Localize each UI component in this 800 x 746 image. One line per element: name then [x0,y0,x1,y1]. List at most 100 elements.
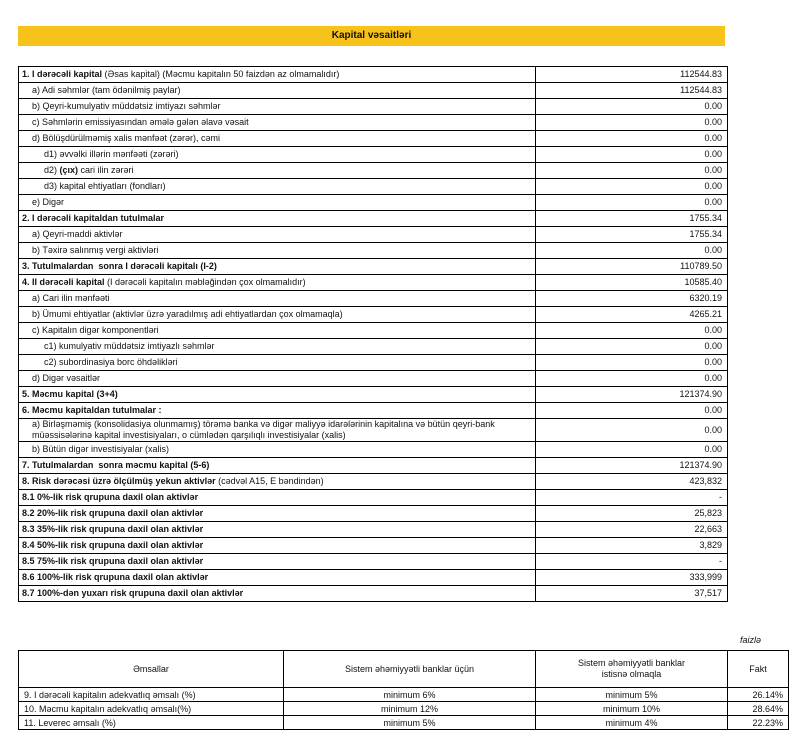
row-value: 333,999 [535,569,728,586]
table-row: 9. I dərəcəli kapitalın adekvatlıq əmsal… [18,687,789,702]
ratio-name: 10. Məcmu kapitalın adekvatlıq əmsalı(%) [18,701,284,716]
row-value: 112544.83 [535,82,728,99]
table-row: d2) (çıx) cari ilin zərəri 0.00 [18,162,728,179]
label-part: 2. I dərəcəli kapitaldan tutulmalar [22,213,165,223]
label-part: c) Səhmlərin emissiyasından əmələ gələn … [32,117,249,127]
label-part: c1) kumulyativ müddətsiz imtiyazlı səhml… [44,341,215,351]
ratio-requirement: minimum 6% [283,687,536,702]
label-part: e) Digər [32,197,65,207]
label-part: b) Ümumi ehtiyatlar (aktivlər üzrə yarad… [32,309,343,319]
row-value: 22,663 [535,521,728,538]
row-value: 0.00 [535,322,728,339]
row-value: 25,823 [535,505,728,522]
row-label: b) Qeyri-kumulyativ müddətsiz imtiyazı s… [18,98,536,115]
table-row: d) Digər vəsaitlər 0.00 [18,370,728,387]
column-header: Sistem əhəmiyyətli banklar istisnə olmaq… [535,650,728,688]
row-label: 8.1 0%-lik risk qrupuna daxil olan aktiv… [18,489,536,506]
row-label: c) Kapitalın digər komponentləri [18,322,536,339]
label-part: 6. Məcmu kapitaldan tutulmalar : [22,405,162,415]
label-part: 7. Tutulmalardan sonra məcmu kapital (5-… [22,460,210,470]
label-part: 8. Risk dərəcəsi üzrə ölçülmüş yekun akt… [22,476,216,486]
table-row: 8.5 75%-lik risk qrupuna daxil olan akti… [18,553,728,570]
row-label: b) Ümumi ehtiyatlar (aktivlər üzrə yarad… [18,306,536,323]
table-row: 8.1 0%-lik risk qrupuna daxil olan aktiv… [18,489,728,506]
table-row: 3. Tutulmalardan sonra I dərəcəli kapita… [18,258,728,275]
table-row: 7. Tutulmalardan sonra məcmu kapital (5-… [18,457,728,474]
ratio-actual: 26.14% [727,687,789,702]
row-value: 0.00 [535,194,728,211]
label-part: 3. Tutulmalardan sonra I dərəcəli kapita… [22,261,217,271]
row-value: 10585.40 [535,274,728,291]
column-header: Sistem əhəmiyyətli banklar üçün [283,650,536,688]
label-part: c) Kapitalın digər komponentləri [32,325,159,335]
row-label: a) Qeyri-maddi aktivlər [18,226,536,243]
row-label: 8.2 20%-lik risk qrupuna daxil olan akti… [18,505,536,522]
row-value: 0.00 [535,130,728,147]
row-label: 8.4 50%-lik risk qrupuna daxil olan akti… [18,537,536,554]
ratio-name: 11. Leverec əmsalı (%) [18,715,284,730]
label-part: cari ilin zərəri [78,165,134,175]
column-header: Fakt [727,650,789,688]
row-label: d) Digər vəsaitlər [18,370,536,387]
row-label: c1) kumulyativ müddətsiz imtiyazlı səhml… [18,338,536,355]
table-row: b) Qeyri-kumulyativ müddətsiz imtiyazı s… [18,98,728,115]
table-row: 8.7 100%-dən yuxarı risk qrupuna daxil o… [18,585,728,602]
capital-table: 1. I dərəcəli kapital (Əsas kapital) (Mə… [18,66,728,602]
label-part: b) Bütün digər investisiyalar (xalis) [32,444,170,454]
ratio-requirement: minimum 10% [535,701,728,716]
table-row: 2. I dərəcəli kapitaldan tutulmalar 1755.… [18,210,728,227]
label-part: (I dərəcəli kapitalın məbləğindən çox ol… [104,277,306,287]
row-value: 6320.19 [535,290,728,307]
label-part: d) Bölüşdürülməmiş xalis mənfəət (zərər)… [32,133,221,143]
label-part: 4. II dərəcəli kapital [22,277,105,287]
label-part: 1. I dərəcəli kapital [22,69,103,79]
row-label: b) Təxirə salınmış vergi aktivləri [18,242,536,259]
row-label: 8.7 100%-dən yuxarı risk qrupuna daxil o… [18,585,536,602]
row-label: 1. I dərəcəli kapital (Əsas kapital) (Mə… [18,66,536,83]
table-row: 1. I dərəcəli kapital (Əsas kapital) (Mə… [18,66,728,83]
row-label: 3. Tutulmalardan sonra I dərəcəli kapita… [18,258,536,275]
row-label: a) Birləşməmiş (konsolidasiya olunmamış)… [18,418,536,442]
table-row: a) Qeyri-maddi aktivlər 1755.34 [18,226,728,243]
table-row: c) Səhmlərin emissiyasından əmələ gələn … [18,114,728,131]
row-value: 0.00 [535,162,728,179]
label-part: b) Qeyri-kumulyativ müddətsiz imtiyazı s… [32,101,221,111]
row-value: 0.00 [535,338,728,355]
row-value: 0.00 [535,114,728,131]
table-row: a) Adi səhmlər (tam ödənilmiş paylar) 112… [18,82,728,99]
label-part: d3) kapital ehtiyatları (fondları) [44,181,166,191]
row-value: 0.00 [535,242,728,259]
row-value: 4265.21 [535,306,728,323]
table-row: 11. Leverec əmsalı (%) minimum 5% minimum … [18,715,789,730]
table-row: d1) əvvəlki illərin mənfəəti (zərəri) 0.0… [18,146,728,163]
label-part: (çıx) [59,165,79,175]
row-label: a) Adi səhmlər (tam ödənilmiş paylar) [18,82,536,99]
table-row: b) Ümumi ehtiyatlar (aktivlər üzrə yarad… [18,306,728,323]
row-label: d) Bölüşdürülməmiş xalis mənfəət (zərər)… [18,130,536,147]
row-label: e) Digər [18,194,536,211]
ratio-actual: 28.64% [727,701,789,716]
label-part: a) Birləşməmiş (konsolidasiya olunmamış)… [32,419,498,441]
table-row: 4. II dərəcəli kapital (I dərəcəli kapit… [18,274,728,291]
row-value: 121374.90 [535,457,728,474]
row-value: 0.00 [535,441,728,458]
table-row: 8.2 20%-lik risk qrupuna daxil olan akti… [18,505,728,522]
table-row: 8.6 100%-lik risk qrupuna daxil olan akt… [18,569,728,586]
table-row: 8.3 35%-lik risk qrupuna daxil olan akti… [18,521,728,538]
label-part: 8.1 0%-lik risk qrupuna daxil olan aktiv… [22,492,199,502]
table-row: a) Cari ilin mənfəəti 6320.19 [18,290,728,307]
row-value: 0.00 [535,402,728,419]
row-value: 0.00 [535,178,728,195]
row-value: 3,829 [535,537,728,554]
label-part: a) Cari ilin mənfəəti [32,293,110,303]
table-row: 6. Məcmu kapitaldan tutulmalar : 0.00 [18,402,728,419]
table-row: c) Kapitalın digər komponentləri 0.00 [18,322,728,339]
row-value: 0.00 [535,98,728,115]
row-label: c2) subordinasiya borc öhdəlikləri [18,354,536,371]
ratio-name: 9. I dərəcəli kapitalın adekvatlıq əmsal… [18,687,284,702]
row-label: 8.3 35%-lik risk qrupuna daxil olan akti… [18,521,536,538]
row-label: a) Cari ilin mənfəəti [18,290,536,307]
row-value: 0.00 [535,418,728,442]
ratio-requirement: minimum 4% [535,715,728,730]
row-value: 0.00 [535,146,728,163]
